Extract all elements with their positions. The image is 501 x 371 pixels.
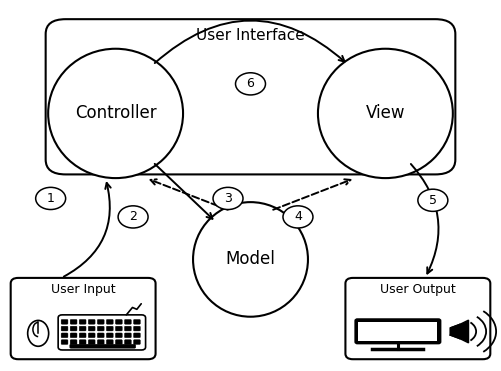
Ellipse shape: [318, 49, 453, 178]
FancyBboxPatch shape: [358, 322, 437, 341]
FancyBboxPatch shape: [61, 326, 68, 331]
Ellipse shape: [28, 321, 49, 346]
FancyBboxPatch shape: [97, 326, 104, 331]
FancyBboxPatch shape: [124, 326, 131, 331]
FancyBboxPatch shape: [70, 344, 135, 348]
FancyBboxPatch shape: [355, 319, 440, 343]
Circle shape: [283, 206, 313, 228]
FancyBboxPatch shape: [97, 333, 104, 338]
Ellipse shape: [193, 202, 308, 317]
FancyBboxPatch shape: [106, 319, 113, 324]
FancyBboxPatch shape: [79, 340, 86, 344]
FancyBboxPatch shape: [70, 319, 77, 324]
Text: 2: 2: [129, 210, 137, 223]
FancyBboxPatch shape: [70, 333, 77, 338]
Text: 5: 5: [429, 194, 437, 207]
Text: User Interface: User Interface: [196, 29, 305, 43]
FancyBboxPatch shape: [88, 326, 95, 331]
Text: Model: Model: [225, 250, 276, 269]
FancyBboxPatch shape: [70, 326, 77, 331]
FancyBboxPatch shape: [79, 333, 86, 338]
FancyBboxPatch shape: [79, 326, 86, 331]
FancyBboxPatch shape: [115, 326, 122, 331]
FancyBboxPatch shape: [134, 333, 140, 338]
FancyBboxPatch shape: [124, 319, 131, 324]
Text: 3: 3: [224, 192, 232, 205]
FancyBboxPatch shape: [58, 315, 146, 350]
Ellipse shape: [48, 49, 183, 178]
FancyBboxPatch shape: [134, 326, 140, 331]
FancyBboxPatch shape: [88, 340, 95, 344]
Circle shape: [213, 187, 243, 210]
Circle shape: [418, 189, 448, 211]
FancyBboxPatch shape: [46, 19, 455, 174]
Circle shape: [235, 73, 266, 95]
FancyBboxPatch shape: [124, 333, 131, 338]
Text: User Input: User Input: [51, 283, 115, 296]
Text: 1: 1: [47, 192, 55, 205]
FancyBboxPatch shape: [11, 278, 156, 359]
FancyBboxPatch shape: [134, 319, 140, 324]
FancyBboxPatch shape: [88, 319, 95, 324]
FancyBboxPatch shape: [61, 319, 68, 324]
FancyBboxPatch shape: [97, 340, 104, 344]
FancyBboxPatch shape: [115, 333, 122, 338]
FancyBboxPatch shape: [88, 333, 95, 338]
FancyBboxPatch shape: [61, 333, 68, 338]
Polygon shape: [460, 320, 468, 343]
FancyBboxPatch shape: [61, 340, 68, 344]
Text: User Output: User Output: [380, 283, 456, 296]
FancyBboxPatch shape: [79, 319, 86, 324]
FancyBboxPatch shape: [134, 340, 140, 344]
FancyBboxPatch shape: [97, 319, 104, 324]
Text: 6: 6: [246, 78, 255, 91]
FancyBboxPatch shape: [115, 319, 122, 324]
Text: Controller: Controller: [75, 104, 156, 122]
FancyBboxPatch shape: [106, 333, 113, 338]
Text: View: View: [366, 104, 405, 122]
FancyBboxPatch shape: [106, 326, 113, 331]
Circle shape: [36, 187, 66, 210]
FancyBboxPatch shape: [106, 340, 113, 344]
FancyBboxPatch shape: [115, 340, 122, 344]
FancyBboxPatch shape: [70, 340, 77, 344]
FancyBboxPatch shape: [345, 278, 490, 359]
Polygon shape: [450, 324, 460, 339]
Text: 4: 4: [294, 210, 302, 223]
FancyBboxPatch shape: [124, 340, 131, 344]
Circle shape: [118, 206, 148, 228]
